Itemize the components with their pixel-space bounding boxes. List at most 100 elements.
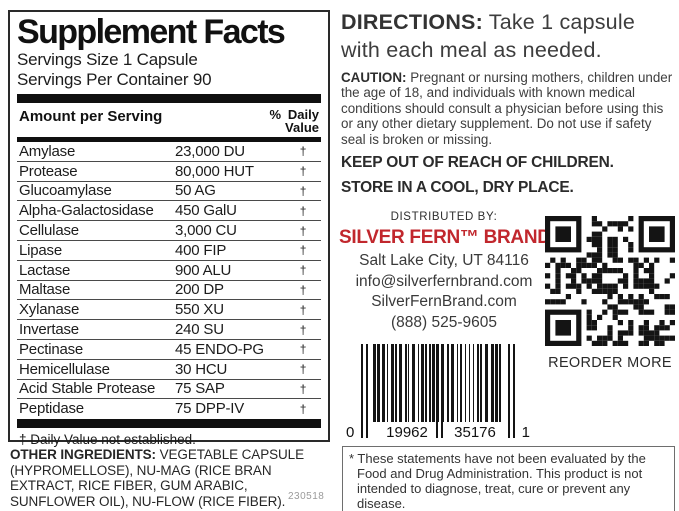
table-row: Protease 80,000 HUT †: [17, 160, 321, 181]
ingredient-name: Peptidase: [19, 400, 84, 418]
table-row: Alpha-Galactosidase 450 GalU †: [17, 200, 321, 220]
daily-value-mark: †: [299, 144, 307, 159]
table-row: Hemicellulase 30 HCU †: [17, 358, 321, 379]
barcode-digit: 19962: [378, 425, 436, 441]
table-row: Cellulase 3,000 CU †: [17, 220, 321, 240]
divider-bar-thick: [17, 94, 321, 103]
fda-disclaimer: * These statements have not been evaluat…: [342, 446, 675, 511]
panel-title: Supplement Facts: [17, 13, 286, 51]
ingredient-name: Pectinase: [19, 340, 84, 358]
table-row: Lactase 900 ALU †: [17, 259, 321, 280]
ingredient-name: Cellulase: [19, 222, 79, 240]
distributed-by-heading: DISTRIBUTED BY:: [390, 211, 498, 223]
ingredient-amount: 23,000 DU: [175, 142, 245, 160]
ingredient-name: Alpha-Galactosidase: [19, 202, 154, 220]
percent-sign: %: [269, 107, 282, 122]
table-row: Invertase 240 SU †: [17, 319, 321, 339]
daily-value-line2: Value: [285, 120, 319, 135]
other-ingredients-label: OTHER INGREDIENTS:: [10, 447, 156, 462]
daily-value-mark: †: [299, 302, 307, 317]
ingredient-amount: 900 ALU: [175, 261, 232, 279]
other-ingredients-text: VEGETABLE CAPSULE (HYPROMELLOSE), NU-MAG…: [10, 447, 304, 509]
storage-warning: STORE IN A COOL, DRY PLACE.: [341, 179, 574, 196]
daily-value-mark: †: [299, 362, 307, 377]
barcode-digit: 0: [346, 424, 355, 441]
upc-barcode: 0 19962 35176 1: [346, 344, 532, 441]
ingredient-name: Acid Stable Protease: [19, 380, 156, 398]
ingredient-name: Lactase: [19, 261, 71, 279]
ingredient-amount: 45 ENDO-PG: [175, 340, 264, 358]
ingredient-name: Lipase: [19, 241, 63, 259]
distributor-email: info@silverfernbrand.com: [355, 272, 533, 290]
caution-label: CAUTION:: [341, 70, 407, 85]
divider-bar-medium: [17, 137, 321, 142]
divider-bar-thick: [17, 419, 321, 429]
table-row: Peptidase 75 DPP-IV †: [17, 398, 321, 418]
ingredient-amount: 75 SAP: [175, 380, 225, 398]
caution-text: Pregnant or nursing mothers, children un…: [341, 70, 673, 147]
ingredient-name: Maltase: [19, 281, 71, 299]
distributor-block: DISTRIBUTED BY: SILVER FERN™ BRAND Salt …: [339, 211, 551, 333]
daily-value-mark: †: [299, 243, 307, 258]
table-header: Amount per Serving % Daily Value: [17, 103, 321, 137]
ingredient-name: Xylanase: [19, 301, 80, 319]
supplement-facts-panel: Supplement Facts Servings Size 1 Capsule…: [8, 10, 330, 447]
table-row: Maltase 200 DP †: [17, 279, 321, 300]
daily-value-footnote: † Daily Value not established.: [19, 432, 196, 448]
ingredient-amount: 50 AG: [175, 182, 216, 200]
ingredient-amount: 3,000 CU: [175, 222, 237, 240]
ingredient-amount: 75 DPP-IV: [175, 400, 245, 418]
daily-value-mark: †: [299, 322, 307, 337]
daily-value-header: % Daily Value: [269, 108, 319, 134]
ingredient-amount: 550 XU: [175, 301, 224, 319]
daily-value-mark: †: [299, 223, 307, 238]
distributor-address: Salt Lake City, UT 84116: [359, 252, 529, 269]
ingredient-amount: 400 FIP: [175, 241, 227, 259]
table-row: Acid Stable Protease 75 SAP †: [17, 378, 321, 399]
qr-code: REORDER MORE: [545, 216, 675, 371]
daily-value-mark: †: [299, 381, 307, 396]
daily-value-line1: Daily: [287, 107, 319, 122]
daily-value-mark: †: [299, 183, 307, 198]
amount-per-serving-header: Amount per Serving: [19, 108, 163, 125]
distributor-website: SilverFernBrand.com: [371, 293, 517, 310]
ingredient-name: Glucoamylase: [19, 182, 112, 200]
table-row: Glucoamylase 50 AG †: [17, 180, 321, 201]
qr-caption: REORDER MORE: [548, 355, 672, 371]
daily-value-mark: †: [299, 401, 307, 416]
directions-label: DIRECTIONS:: [341, 10, 483, 34]
daily-value-mark: †: [299, 282, 307, 297]
ingredient-name: Invertase: [19, 321, 79, 339]
barcode-digit: 1: [521, 424, 530, 441]
keep-out-warning: KEEP OUT OF REACH OF CHILDREN.: [341, 154, 614, 171]
serving-size: Servings Size 1 Capsule: [17, 50, 198, 69]
daily-value-mark: †: [299, 203, 307, 218]
distributor-phone: (888) 525-9605: [391, 313, 497, 331]
ingredient-name: Amylase: [19, 142, 76, 160]
ingredient-amount: 80,000 HUT: [175, 162, 254, 180]
other-ingredients: OTHER INGREDIENTS: VEGETABLE CAPSULE (HY…: [10, 447, 334, 509]
directions: DIRECTIONS: Take 1 capsule with each mea…: [341, 8, 675, 64]
daily-value-stack: Daily Value: [285, 108, 319, 134]
ingredient-name: Hemicellulase: [19, 360, 110, 378]
daily-value-mark: †: [299, 164, 307, 179]
brand-name: SILVER FERN™ BRAND: [339, 227, 551, 248]
lot-number: 230518: [288, 491, 325, 502]
ingredient-amount: 30 HCU: [175, 360, 228, 378]
barcode-bars: [361, 344, 515, 438]
qr-code-image: [545, 216, 675, 346]
daily-value-mark: †: [299, 263, 307, 278]
ingredient-amount: 450 GalU: [175, 202, 237, 220]
ingredient-amount: 240 SU: [175, 321, 224, 339]
ingredients-table: Amylase 23,000 DU † Protease 80,000 HUT † Gl…: [17, 142, 321, 418]
ingredient-amount: 200 DP: [175, 281, 224, 299]
daily-value-mark: †: [299, 342, 307, 357]
table-row: Pectinase 45 ENDO-PG †: [17, 338, 321, 359]
table-row: Lipase 400 FIP †: [17, 239, 321, 260]
caution: CAUTION: Pregnant or nursing mothers, ch…: [341, 70, 678, 147]
table-row: Amylase 23,000 DU †: [17, 142, 321, 161]
servings-per-container: Servings Per Container 90: [17, 69, 212, 89]
ingredient-name: Protease: [19, 162, 78, 180]
directions-text: Take 1 capsule with each meal as needed.: [341, 10, 635, 62]
